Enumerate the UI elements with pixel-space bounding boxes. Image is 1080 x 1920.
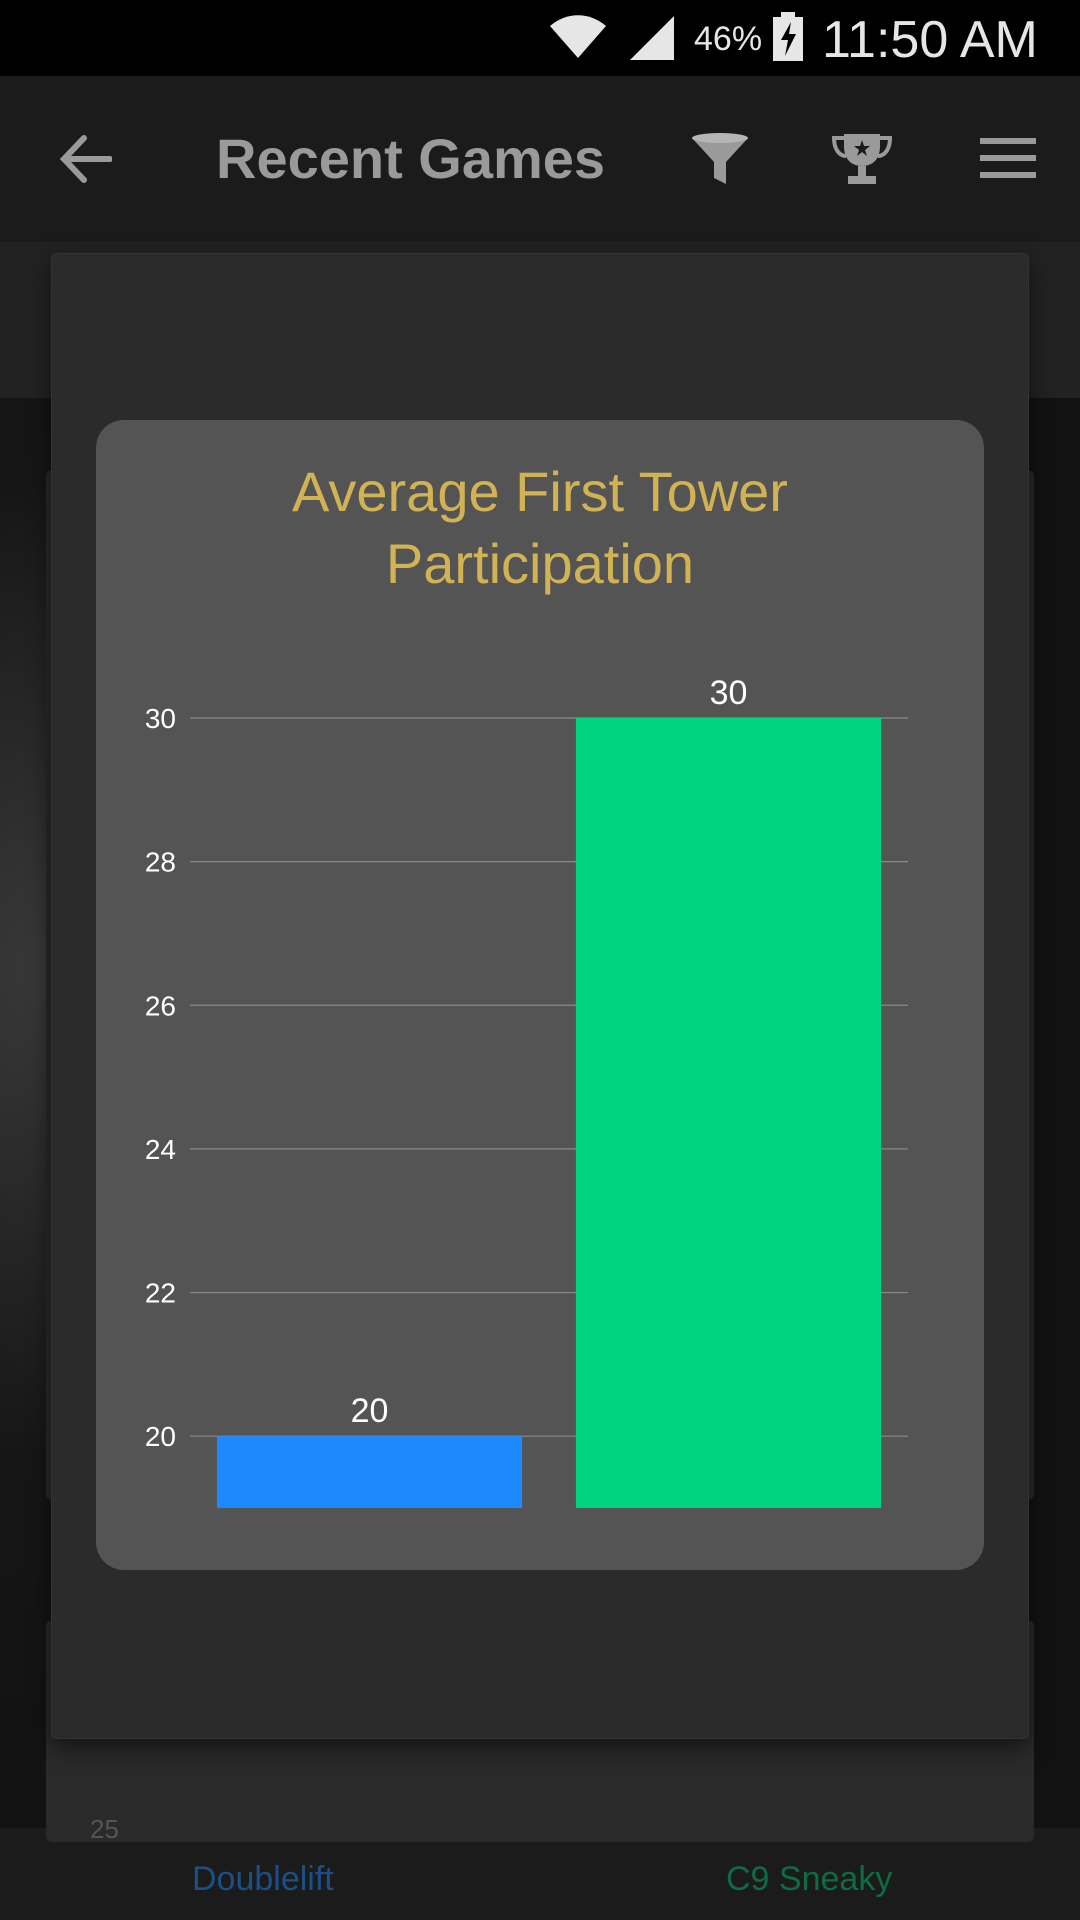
app-bar: Recent Games [0, 76, 1080, 242]
wifi-icon [550, 15, 606, 58]
y-tick-label: 24 [145, 1134, 176, 1165]
battery-charging-icon [773, 12, 803, 61]
y-tick-label: 26 [145, 990, 176, 1021]
chart-title: Average First Tower Participation [96, 456, 984, 600]
trophy-icon[interactable] [830, 130, 894, 186]
player-right-name[interactable]: C9 Sneaky [726, 1860, 893, 1898]
y-tick-label: 20 [145, 1421, 176, 1452]
status-bar: 46% 11:50 AM [0, 0, 1080, 76]
bar-value-label: 20 [351, 1392, 389, 1430]
chart-title-line-2: Participation [385, 532, 695, 595]
background-partial-value: 25 [90, 1814, 119, 1844]
filter-funnel-icon[interactable] [690, 132, 750, 188]
menu-icon[interactable] [980, 136, 1036, 180]
clock: 11:50 AM [822, 11, 1038, 69]
y-tick-label: 22 [145, 1278, 176, 1309]
y-tick-label: 30 [145, 703, 176, 734]
bar-chart: 20 22 24 26 28 30 20 30 [145, 674, 908, 1508]
chart-dialog: Average First Tower Participation 20 22 24… [52, 254, 1028, 1738]
battery-percentage: 46% [694, 20, 763, 58]
bottom-player-bar: Doublelift C9 Sneaky [0, 1842, 1080, 1920]
bar-c9-sneaky [575, 718, 882, 1508]
y-tick-label: 28 [145, 847, 176, 878]
chart-panel: Average First Tower Participation 20 22 24… [96, 420, 984, 1570]
bar-value-label: 30 [710, 674, 748, 712]
page-title: Recent Games [216, 127, 606, 190]
player-left-name[interactable]: Doublelift [192, 1860, 334, 1898]
back-arrow-icon[interactable] [58, 134, 112, 184]
chart-title-line-1: Average First Tower [292, 460, 788, 523]
signal-icon [630, 16, 674, 60]
bar-doublelift [216, 1436, 523, 1508]
